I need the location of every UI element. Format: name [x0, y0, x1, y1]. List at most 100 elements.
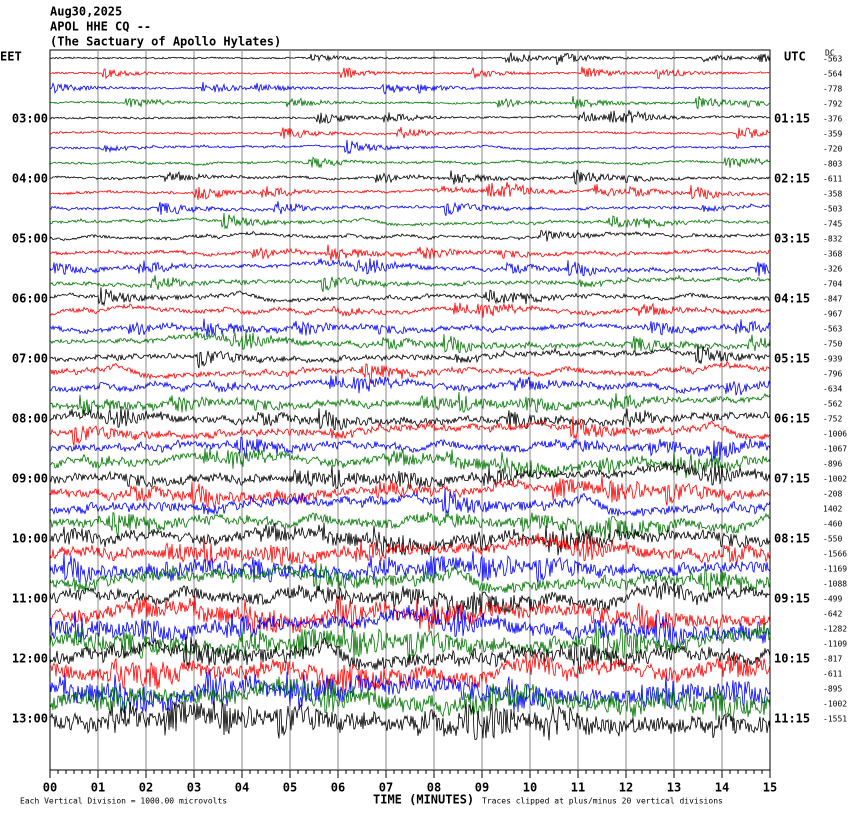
- trace: [49, 416, 771, 446]
- dc-offset: -1566: [823, 550, 847, 559]
- trace: [49, 212, 771, 230]
- dc-offset: -326: [823, 265, 842, 274]
- right-time-label: 10:15: [774, 652, 810, 666]
- right-time-label: 01:15: [774, 112, 810, 126]
- x-tick-label: 04: [235, 781, 249, 795]
- dc-label: DC: [825, 49, 835, 58]
- right-time-label: 06:15: [774, 412, 810, 426]
- dc-offset: -563: [823, 325, 842, 334]
- right-time-label: 09:15: [774, 592, 810, 606]
- footer-left: Each Vertical Division = 1000.00 microvo…: [20, 797, 227, 806]
- trace: [49, 52, 771, 66]
- dc-offset: -550: [823, 535, 842, 544]
- footer-right: Traces clipped at plus/minus 20 vertical…: [482, 797, 723, 806]
- dc-offset: -1006: [823, 430, 847, 439]
- left-time-label: 11:00: [12, 592, 48, 606]
- dc-offset: -817: [823, 655, 842, 664]
- right-time-label: 08:15: [774, 532, 810, 546]
- right-time-label: 02:15: [774, 172, 810, 186]
- left-time-label: 03:00: [12, 112, 48, 126]
- dc-offset: -720: [823, 145, 842, 154]
- right-time-label: 07:15: [774, 472, 810, 486]
- trace: [49, 287, 771, 307]
- trace: [49, 622, 771, 661]
- left-time-label: 09:00: [12, 472, 48, 486]
- dc-offset: -1282: [823, 625, 847, 634]
- x-tick-label: 06: [331, 781, 345, 795]
- dc-offset: -895: [823, 685, 842, 694]
- dc-offset: -611: [823, 670, 842, 679]
- trace: [49, 96, 771, 110]
- trace: [49, 522, 771, 556]
- plot-frame: [49, 49, 771, 771]
- dc-offset: -376: [823, 115, 842, 124]
- dc-offset: -1002: [823, 700, 847, 709]
- x-tick-label: 07: [379, 781, 393, 795]
- x-tick-label: 10: [523, 781, 537, 795]
- x-tick-label: 08: [427, 781, 441, 795]
- dc-offset: 1402: [823, 505, 842, 514]
- trace: [49, 343, 771, 369]
- x-tick-label: 13: [667, 781, 681, 795]
- right-time-label: 11:15: [774, 712, 810, 726]
- dc-offset: -704: [823, 280, 842, 289]
- trace: [49, 551, 771, 584]
- trace: [49, 139, 771, 155]
- dc-offset: -611: [823, 175, 842, 184]
- x-tick-label: 01: [91, 781, 105, 795]
- dc-offset: -1551: [823, 715, 847, 724]
- trace: [49, 244, 771, 261]
- dc-offset: -796: [823, 370, 842, 379]
- trace: [49, 676, 771, 721]
- x-tick-label: 02: [139, 781, 153, 795]
- x-tick-label: 15: [763, 781, 777, 795]
- trace: [49, 201, 771, 217]
- trace: [49, 436, 771, 462]
- left-time-label: 05:00: [12, 232, 48, 246]
- trace: [49, 375, 771, 396]
- x-tick-label: 12: [619, 781, 633, 795]
- dc-offset: -642: [823, 610, 842, 619]
- dc-offset: -752: [823, 415, 842, 424]
- dc-offset: -460: [823, 520, 842, 529]
- dc-offset: -358: [823, 190, 842, 199]
- dc-offset: -803: [823, 160, 842, 169]
- trace: [49, 81, 771, 95]
- dc-offset: -564: [823, 70, 842, 79]
- trace: [49, 229, 771, 242]
- dc-offset: -562: [823, 400, 842, 409]
- dc-offset: -208: [823, 490, 842, 499]
- trace: [49, 560, 771, 598]
- trace: [49, 66, 771, 80]
- x-tick-label: 11: [571, 781, 585, 795]
- right-time-label: 05:15: [774, 352, 810, 366]
- left-time-label: 06:00: [12, 292, 48, 306]
- trace: [49, 169, 771, 186]
- dc-offset: -563: [823, 55, 842, 64]
- left-time-label: 10:00: [12, 532, 48, 546]
- dc-offset: -359: [823, 130, 842, 139]
- dc-offset: -792: [823, 100, 842, 109]
- trace: [49, 274, 771, 292]
- dc-offset: -1002: [823, 475, 847, 484]
- trace: [49, 156, 771, 169]
- right-time-label: 03:15: [774, 232, 810, 246]
- trace: [49, 318, 771, 338]
- dc-offset: -1067: [823, 445, 847, 454]
- left-time-label: 08:00: [12, 412, 48, 426]
- left-time-label: 04:00: [12, 172, 48, 186]
- left-time-label: 12:00: [12, 652, 48, 666]
- dc-offset: -1088: [823, 580, 847, 589]
- dc-offset: -939: [823, 355, 842, 364]
- trace: [49, 331, 771, 354]
- x-tick-label: 05: [283, 781, 297, 795]
- trace: [49, 258, 770, 277]
- dc-offset: -832: [823, 235, 842, 244]
- dc-offset: -745: [823, 220, 842, 229]
- trace: [49, 579, 771, 618]
- dc-offset: -967: [823, 310, 842, 319]
- dc-offset: -1169: [823, 565, 847, 574]
- left-time-label: 07:00: [12, 352, 48, 366]
- dc-offset: -750: [823, 340, 842, 349]
- header-station: APOL HHE CQ --: [50, 20, 151, 34]
